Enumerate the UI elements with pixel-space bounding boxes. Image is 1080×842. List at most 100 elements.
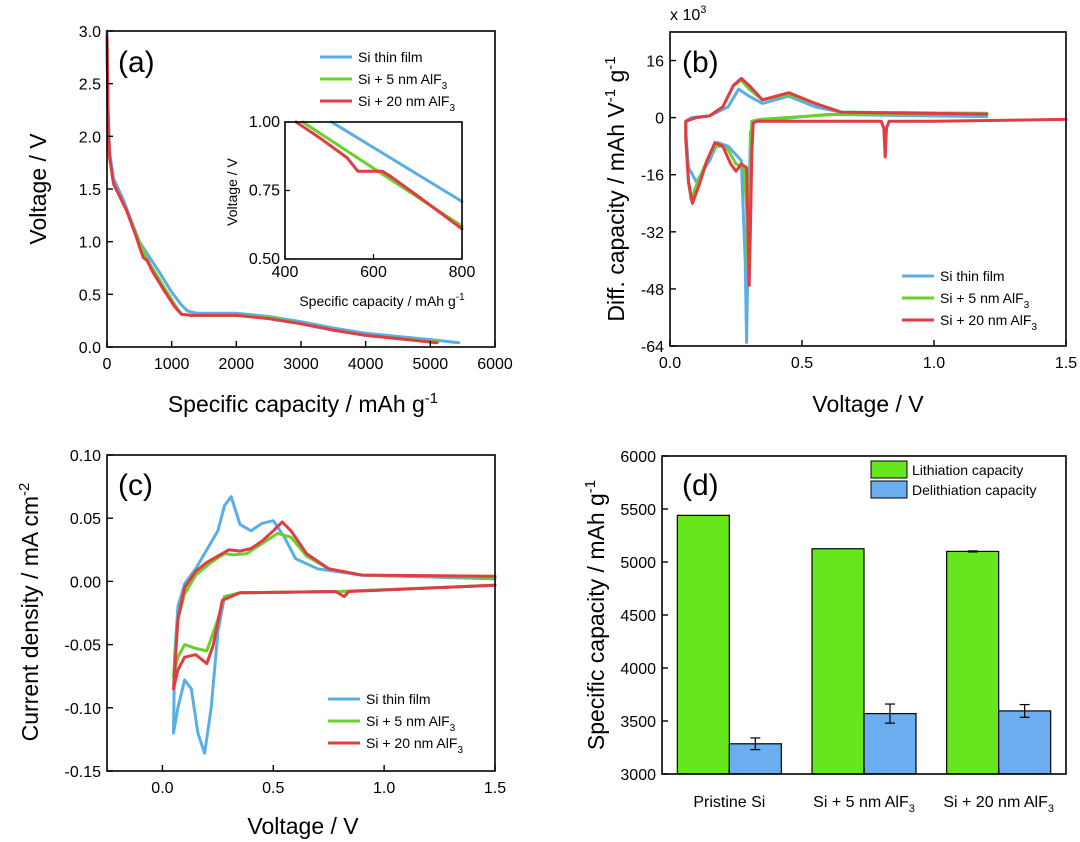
axis-multiplier-exp: 3 — [700, 4, 706, 16]
legend-swatch — [870, 460, 908, 479]
panel-d: 3000 3500 4000 4500 5000 5500 6000 Pristine Si S… — [582, 449, 1067, 815]
legend-entry: Si thin film — [358, 49, 423, 65]
inset-x-axis-label-text: Specific capacity / mAh g — [299, 293, 455, 309]
inset-x-axis-label-sup: -1 — [456, 292, 465, 303]
y-tick-label: 0.5 — [79, 287, 101, 304]
axis-multiplier-base: x 10 — [670, 7, 700, 24]
legend-text: Si thin film — [940, 268, 1005, 284]
y-axis-label-text: Voltage / V — [25, 133, 51, 245]
x-tick-label: 0 — [103, 356, 112, 373]
category-label-text: Si + 20 nm AlF — [943, 794, 1048, 811]
y-tick-label: 3.0 — [79, 24, 101, 41]
axis-multiplier: x 103 — [670, 4, 706, 24]
x-axis-label-sup: -1 — [425, 390, 438, 407]
bar-delithiation — [998, 710, 1052, 775]
legend-entry: Si thin film — [366, 691, 431, 707]
y-tick-label: 5000 — [620, 555, 656, 572]
inset-series-line-0 — [330, 120, 464, 203]
y-axis-label-text: g — [603, 70, 629, 89]
inset-series-line-2 — [294, 120, 464, 231]
y-tick-label: -0.15 — [65, 764, 102, 781]
y-tick-label: -0.05 — [65, 638, 102, 655]
category-label-sub: 3 — [1048, 803, 1054, 815]
y-tick-label: 3500 — [620, 714, 656, 731]
legend-text: Si + 5 nm AlF — [366, 713, 450, 729]
panel-a: 0 1000 2000 3000 4000 5000 6000 0.0 0.5 1.0 1.5 2.0… — [25, 24, 513, 417]
y-tick-label: -0.10 — [65, 701, 102, 718]
x-axis-label-a: Specific capacity / mAh g-1 — [168, 390, 438, 417]
x-tick-label: 1.5 — [484, 780, 506, 797]
y-tick-label: 6000 — [620, 449, 656, 466]
y-axis-label-sup: -2 — [16, 483, 33, 496]
y-axis-label-sup: -1 — [582, 480, 599, 493]
x-tick-label: 1.0 — [373, 780, 395, 797]
x-tick-label: 0.5 — [262, 780, 284, 797]
panel-label-a: (a) — [118, 46, 155, 79]
y-axis-label-text: Current density / mA cm — [17, 496, 43, 741]
series-line-b-1 — [684, 78, 989, 269]
y-tick-label: -64 — [641, 339, 664, 356]
inset-x-tick-label: 600 — [360, 264, 387, 281]
category-label-sub: 3 — [909, 803, 915, 815]
x-tick-label: 1000 — [154, 356, 190, 373]
legend-entry: Si + 20 nm AlF3 — [940, 312, 1037, 333]
y-tick-label: 4000 — [620, 661, 656, 678]
y-axis-label-sup: -1 — [602, 89, 619, 102]
legend-entry: Delithiation capacity — [912, 482, 1037, 498]
plot-frame-c — [106, 454, 496, 772]
panel-label-b: (b) — [682, 46, 719, 79]
legend-entry: Si + 5 nm AlF3 — [358, 71, 448, 92]
x-tick-label: 0.5 — [791, 355, 813, 372]
inset-background — [285, 122, 462, 259]
inset-a: 400 600 800 0.50 0.75 1.00 Specific capacity /… — [224, 114, 475, 309]
y-tick-label: 1.0 — [79, 235, 101, 252]
inset-y-tick-label: 0.50 — [249, 251, 280, 268]
y-tick-label: 0 — [655, 111, 664, 128]
bar-lithiation — [676, 514, 730, 775]
x-tick-label: 1.0 — [923, 355, 945, 372]
legend-subscript: 3 — [1024, 300, 1030, 311]
x-axis-label-text: Specific capacity / mAh g — [168, 391, 425, 417]
plot-frame-b — [669, 31, 1067, 347]
legend-subscript: 3 — [442, 81, 448, 92]
legend-entry: Si + 5 nm AlF3 — [940, 290, 1030, 311]
series-line-c-2 — [172, 520, 497, 691]
y-tick-label: 2.5 — [79, 77, 101, 94]
x-tick-label: 0.0 — [151, 780, 173, 797]
legend-text: Si + 20 nm AlF — [940, 312, 1031, 328]
legend-text: Si + 20 nm AlF — [366, 735, 457, 751]
legend-subscript: 3 — [457, 745, 463, 756]
y-axis-label-b: Diff. capacity / mAh V-1 g-1 — [602, 56, 629, 321]
x-tick-label: 5000 — [413, 356, 449, 373]
legend-entry: Si + 5 nm AlF3 — [366, 713, 456, 734]
y-tick-label: 1.5 — [79, 182, 101, 199]
panel-label-c: (c) — [118, 469, 153, 502]
x-tick-label: 4000 — [348, 356, 384, 373]
y-tick-label: 0.00 — [70, 574, 101, 591]
legend-subscript: 3 — [1031, 322, 1037, 333]
bar-lithiation — [946, 550, 1000, 775]
series-line-a-2 — [105, 34, 439, 345]
panel-label-d: (d) — [682, 469, 719, 502]
x-tick-label: 2000 — [219, 356, 255, 373]
bar-lithiation — [811, 548, 865, 775]
y-tick-label: 0.10 — [70, 448, 101, 465]
legend-entry: Lithiation capacity — [912, 462, 1023, 478]
panel-c: 0.0 0.5 1.0 1.5 0.10 0.05 0.00 -0.05 -0.10 -0.15 (… — [16, 448, 506, 839]
category-label-text: Si + 5 nm AlF — [813, 794, 909, 811]
y-tick-label: 16 — [646, 54, 664, 71]
legend-entry: Si + 20 nm AlF3 — [358, 93, 455, 114]
y-axis-label-d: Specific capacity / mAh g-1 — [582, 480, 609, 750]
category-label: Si + 5 nm AlF3 — [813, 794, 915, 815]
category-label-text: Pristine Si — [693, 794, 765, 811]
y-tick-label: 0.05 — [70, 511, 101, 528]
x-tick-label: 0.0 — [659, 355, 681, 372]
x-tick-label: 3000 — [283, 356, 319, 373]
x-tick-label: 1.5 — [1055, 355, 1077, 372]
x-axis-label-c: Voltage / V — [247, 813, 359, 839]
y-tick-label: 4500 — [620, 608, 656, 625]
y-tick-label: -32 — [641, 225, 664, 242]
y-axis-label-a: Voltage / V — [25, 133, 51, 245]
